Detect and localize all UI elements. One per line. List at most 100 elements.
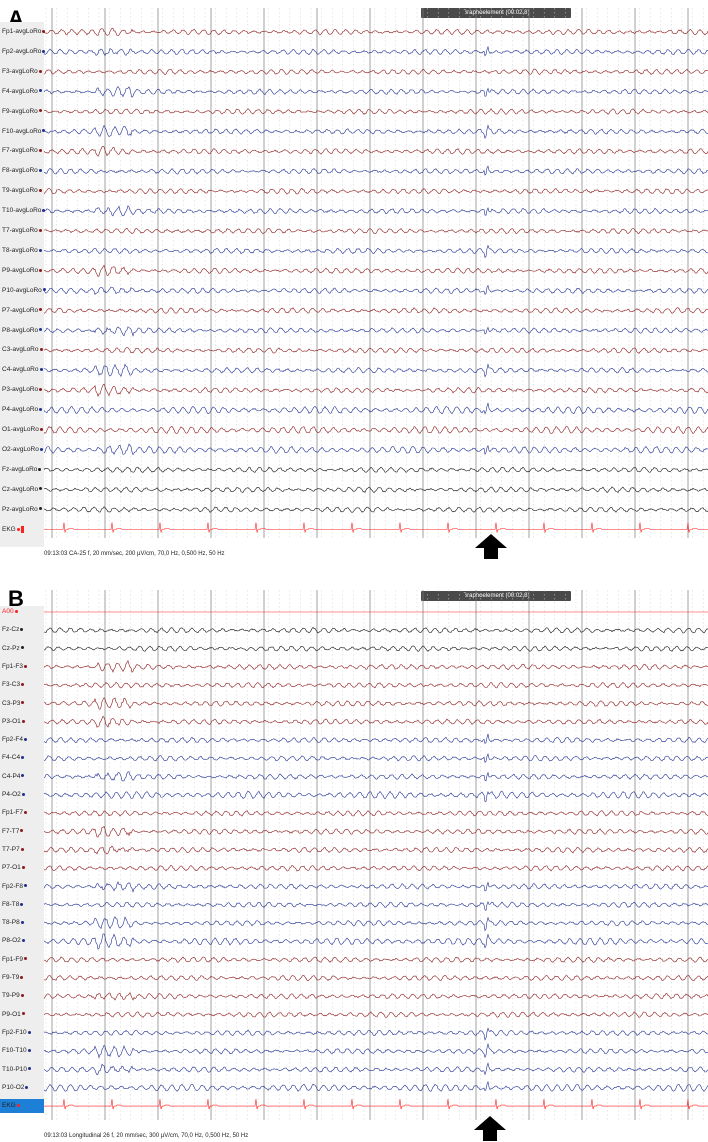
channel-label-text: O1-avgLoRo — [2, 426, 39, 433]
channel-label[interactable]: F4-avgLoRo — [2, 88, 42, 96]
channel-label[interactable]: T10-P10 — [2, 1066, 31, 1074]
eeg-trace — [44, 809, 708, 817]
channel-label[interactable]: F3-C3 — [2, 681, 25, 689]
channel-label-text: Fp2-F4 — [2, 736, 23, 744]
channel-label[interactable]: C3-P3 — [2, 699, 25, 708]
channel-label[interactable]: F9-avgLoRo — [2, 108, 42, 116]
channel-label[interactable]: P7-O1 — [2, 864, 25, 872]
channel-label[interactable]: F3-avgLoRo — [2, 68, 42, 76]
channel-label[interactable]: Fz-avgLoRo — [2, 466, 42, 474]
channel-dot-icon — [21, 865, 25, 869]
channel-label[interactable]: Fp2-F8 — [2, 883, 27, 891]
channel-label[interactable]: O1-avgLoRo — [2, 426, 43, 434]
channel-label-text: F10-T10 — [2, 1047, 27, 1055]
graphoelement-marker[interactable]: Graphoelement (00:02,8) — [421, 591, 571, 601]
channel-dot-icon — [39, 407, 43, 411]
channel-dot-icon — [23, 884, 27, 888]
eeg-trace — [44, 1080, 708, 1092]
channel-label-text: T7-P7 — [2, 845, 20, 853]
up-arrow-icon — [474, 1116, 506, 1141]
channel-label[interactable]: C3-avgLoRo — [2, 346, 43, 354]
channel-label[interactable]: Fp1-avgLoRo — [2, 28, 46, 36]
channel-label-text: A00 — [2, 608, 14, 615]
channel-label[interactable]: F10-avgLoRo — [2, 128, 46, 136]
channel-label-text: Fp2-avgLoRo — [2, 47, 42, 55]
eeg-trace — [44, 124, 708, 139]
channel-label[interactable]: P8-O2 — [2, 937, 25, 945]
channel-label[interactable]: T10-avgLoRo — [2, 207, 46, 215]
channel-dot-icon — [42, 208, 46, 212]
channel-label[interactable]: P10-avgLoRo — [2, 287, 46, 295]
eeg-trace — [44, 771, 708, 782]
channel-label[interactable]: P4-avgLoRo — [2, 406, 43, 414]
channel-label[interactable]: T8-avgLoRo — [2, 247, 42, 255]
channel-label[interactable]: P10-O2 — [2, 1083, 29, 1092]
channel-label[interactable]: T7-avgLoRo — [2, 227, 42, 235]
channel-label[interactable]: Fp1-F9 — [2, 956, 27, 964]
channel-label[interactable]: P4-O2 — [2, 791, 25, 799]
eeg-trace — [44, 307, 708, 314]
channel-label-text: P10-O2 — [2, 1083, 25, 1091]
channel-dot-icon — [38, 248, 42, 252]
channel-label[interactable]: C4-P4 — [2, 773, 25, 781]
graphoelement-marker[interactable]: Graphoelement (00:02,8) — [421, 8, 571, 18]
panel-letter-b: B — [8, 586, 24, 611]
channel-label[interactable]: EKG — [0, 1099, 44, 1114]
channel-label[interactable]: F7-T7 — [2, 828, 24, 836]
channel-dot-icon — [14, 609, 18, 613]
channel-label-text: P8-avgLoRo — [2, 326, 39, 334]
channel-label-text: F8-T8 — [2, 900, 20, 908]
eeg-trace — [44, 326, 708, 337]
channel-label[interactable]: F8-T8 — [2, 900, 24, 909]
channel-label-text: Pz-avgLoRo — [2, 505, 38, 513]
channel-label-text: P7-O1 — [2, 864, 21, 872]
channel-label[interactable]: P9-O1 — [2, 1011, 25, 1019]
channel-label[interactable]: P3-O1 — [2, 718, 25, 726]
eeg-trace — [44, 1011, 708, 1018]
channel-dot-icon — [39, 487, 43, 491]
channel-dot-icon — [23, 737, 27, 741]
channel-dot-icon — [38, 188, 42, 192]
channel-label[interactable]: F10-T10 — [2, 1047, 31, 1055]
channel-label[interactable]: F7-avgLoRo — [2, 147, 42, 155]
channel-label[interactable]: F4-C4 — [2, 754, 25, 762]
eeg-trace-area-a[interactable] — [44, 8, 708, 538]
channel-label[interactable]: P8-avgLoRo — [2, 326, 43, 335]
channel-label[interactable]: Pz-avgLoRo — [2, 506, 42, 514]
channel-label[interactable]: A00 — [2, 608, 18, 616]
channel-label[interactable]: T9-P9 — [2, 992, 24, 1000]
channel-dot-icon — [39, 387, 43, 391]
channel-label-text: Cz-avgLoRo — [2, 485, 39, 493]
channel-label-text: C3-P3 — [2, 699, 21, 707]
channel-label[interactable]: F9-T9 — [2, 974, 24, 982]
eeg-trace — [44, 733, 708, 744]
channel-label[interactable]: Fp2-avgLoRo — [2, 47, 46, 56]
channel-label[interactable]: O2-avgLoRo — [2, 446, 43, 454]
channel-label[interactable]: Fp2-F4 — [2, 736, 27, 744]
channel-label[interactable]: Fp1-F3 — [2, 663, 27, 671]
channel-label[interactable]: P7-avgLoRo — [2, 307, 43, 315]
channel-label[interactable]: Cz-avgLoRo — [2, 485, 43, 494]
channel-dot-icon — [16, 527, 20, 531]
channel-label[interactable]: Cz-Pz — [2, 645, 24, 653]
channel-label[interactable]: EKG — [2, 525, 24, 534]
channel-label[interactable]: Fz-Cz — [2, 626, 24, 634]
channel-label[interactable]: T8-P8 — [2, 919, 24, 927]
channel-label-text: EKG — [2, 1102, 16, 1110]
eeg-trace-area-b[interactable] — [44, 590, 708, 1120]
channel-label[interactable]: T9-avgLoRo — [2, 187, 42, 195]
channel-label[interactable]: F8-avgLoRo — [2, 167, 42, 175]
channel-label-text: Fp1-F3 — [2, 662, 23, 670]
eeg-trace — [44, 916, 708, 932]
channel-dot-icon — [27, 1030, 31, 1034]
channel-dot-icon — [20, 847, 24, 851]
channel-label[interactable]: T7-P7 — [2, 846, 24, 854]
channel-label[interactable]: C4-avgLoRo — [2, 366, 43, 374]
channel-label[interactable]: Fp1-F7 — [2, 809, 27, 817]
eeg-trace — [44, 165, 708, 176]
channel-label[interactable]: Fp2-F10 — [2, 1029, 31, 1037]
channel-dot-icon — [38, 467, 42, 471]
channel-label[interactable]: P3-avgLoRo — [2, 386, 43, 394]
channel-label[interactable]: P9-avgLoRo — [2, 267, 43, 275]
channel-dot-icon — [20, 829, 24, 833]
